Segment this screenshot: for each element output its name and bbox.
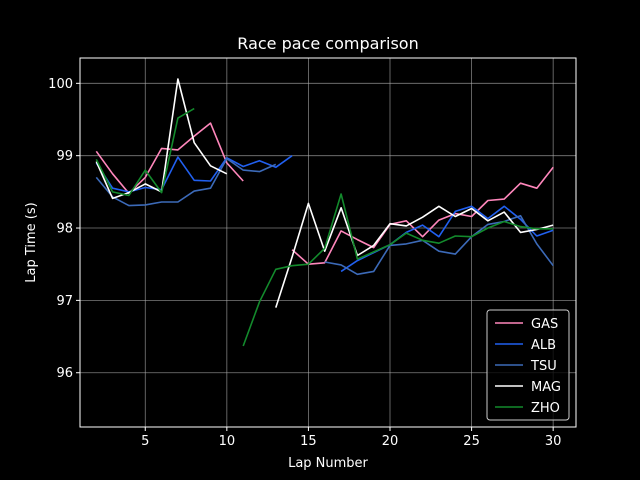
- series-lines: [95, 78, 554, 347]
- y-tick-label: 98: [56, 222, 73, 237]
- x-tick-label: 20: [382, 434, 399, 449]
- series-gas: [95, 122, 554, 266]
- legend: GAS ALB TSU MAG ZHO: [486, 309, 570, 421]
- series-tsu-line-2: [324, 214, 554, 276]
- series-gas-line-2: [291, 166, 554, 266]
- series-zho-line-1: [95, 107, 195, 197]
- x-tick-label: 10: [219, 434, 236, 449]
- series-tsu: [95, 157, 554, 276]
- legend-label-tsu: TSU: [530, 359, 557, 374]
- y-tick-label: 96: [56, 366, 73, 381]
- legend-box: [486, 309, 570, 421]
- series-zho: [95, 107, 554, 347]
- x-axis-label: Lap Number: [288, 456, 368, 471]
- plot-frame: [79, 57, 577, 428]
- axis-ticks: 5 10 15 20 25 30 96 97 98 99 100: [48, 77, 561, 449]
- x-tick-label: 15: [300, 434, 317, 449]
- legend-label-mag: MAG: [531, 380, 561, 395]
- y-tick-label: 99: [56, 149, 73, 164]
- x-tick-label: 5: [141, 434, 149, 449]
- y-tick-label: 100: [48, 77, 73, 92]
- chart-title: Race pace comparison: [237, 34, 418, 53]
- legend-label-gas: GAS: [531, 317, 558, 332]
- legend-label-zho: ZHO: [531, 401, 560, 416]
- series-tsu-line-1: [95, 157, 277, 207]
- y-axis-label: Lap Time (s): [24, 202, 39, 282]
- gridlines: [80, 58, 576, 427]
- series-gas-line-1: [95, 122, 244, 195]
- series-mag-line-2: [275, 202, 554, 308]
- y-tick-label: 97: [56, 294, 73, 309]
- series-zho-line-2: [242, 193, 554, 347]
- x-tick-label: 25: [463, 434, 480, 449]
- x-tick-label: 30: [545, 434, 562, 449]
- legend-label-alb: ALB: [531, 338, 556, 353]
